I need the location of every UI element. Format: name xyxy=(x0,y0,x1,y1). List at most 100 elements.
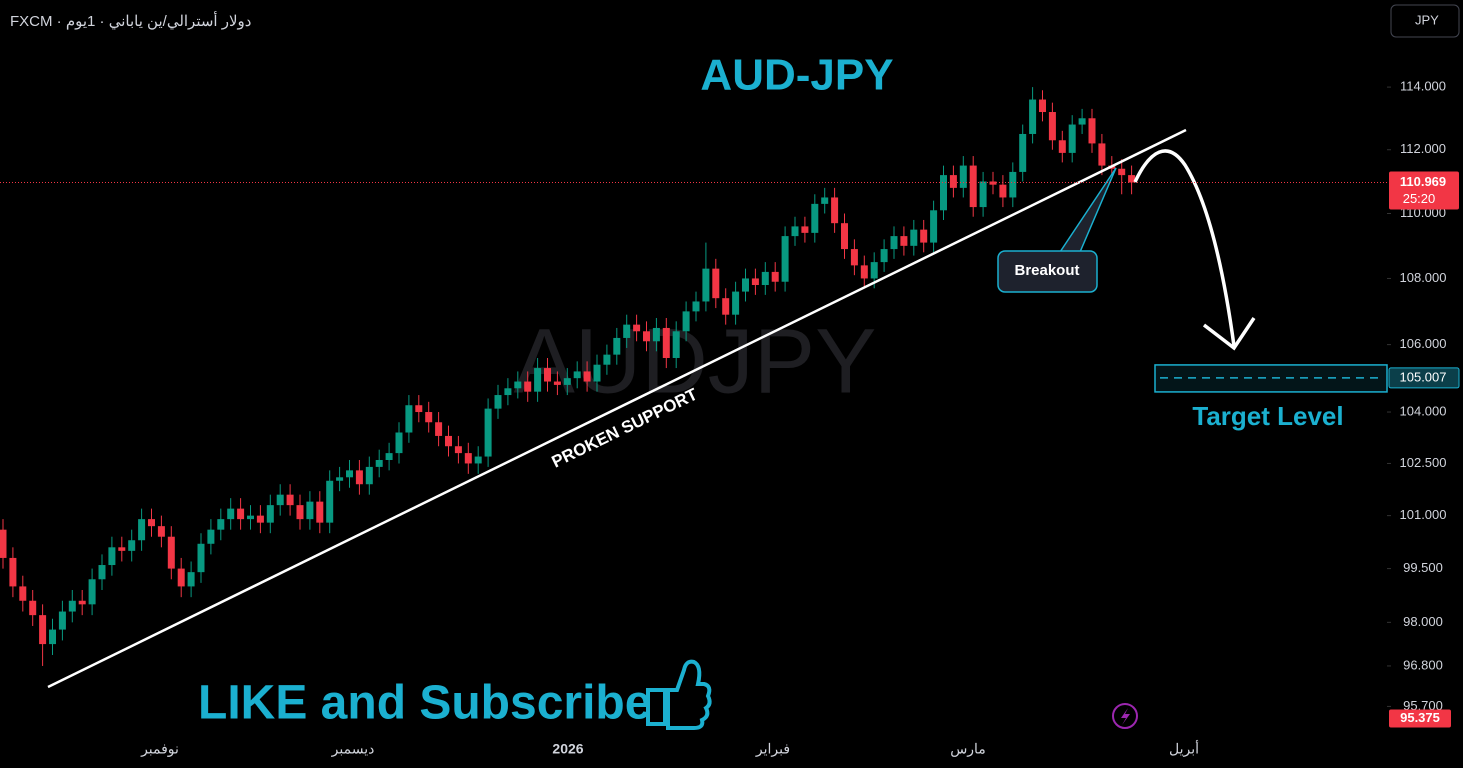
candle-body xyxy=(524,381,532,392)
cta: LIKE and Subscribe xyxy=(198,677,651,730)
candle-body xyxy=(474,456,482,464)
candle-body xyxy=(890,236,898,250)
candle-body xyxy=(751,278,759,286)
flash-icon[interactable] xyxy=(1112,703,1138,729)
candle-body xyxy=(662,327,670,358)
candle-body xyxy=(1019,133,1027,172)
candle-body xyxy=(603,354,611,365)
candle-body xyxy=(1029,99,1037,134)
candle-body xyxy=(365,466,373,485)
candle-body xyxy=(969,165,977,208)
candle-body xyxy=(1118,168,1126,176)
y-tick-label: 102.500 xyxy=(1400,455,1447,470)
candle-body xyxy=(484,408,492,457)
candle-body xyxy=(672,331,680,358)
candle-body xyxy=(563,378,571,385)
candle-body xyxy=(256,515,264,523)
candle-body xyxy=(712,268,720,299)
y-tick-label: 106.000 xyxy=(1400,336,1447,351)
candle-body xyxy=(742,278,749,292)
trend-line xyxy=(47,128,1187,689)
candle-body xyxy=(306,501,314,520)
candle-body xyxy=(722,298,730,315)
candle-body xyxy=(415,405,423,413)
candle-body xyxy=(217,519,225,530)
x-tick-label: ديسمبر xyxy=(331,741,375,758)
candle-body xyxy=(148,519,155,527)
candle-body xyxy=(49,629,56,645)
currency-label: JPY xyxy=(1415,12,1439,27)
candle-body xyxy=(633,324,641,332)
candle-body xyxy=(425,412,433,423)
y-tick-label: 104.000 xyxy=(1400,403,1447,418)
last-price-label: 110.969 xyxy=(1400,174,1446,189)
thumbs-up-icon xyxy=(646,659,712,730)
candle-body xyxy=(831,197,839,224)
candle-body xyxy=(553,381,561,385)
candle-body xyxy=(940,175,947,211)
candle-body xyxy=(504,388,512,396)
y-tick-label: 95.700 xyxy=(1403,698,1443,713)
candle-body xyxy=(0,529,7,558)
candle-body xyxy=(979,181,987,208)
candle-body xyxy=(732,291,740,315)
candle-body xyxy=(791,226,799,237)
candle-body xyxy=(167,536,175,569)
plot xyxy=(0,87,1136,666)
candle-body xyxy=(9,557,17,587)
x-tick-label: مارس xyxy=(950,741,986,758)
candle-body xyxy=(355,470,363,485)
candle-body xyxy=(702,268,710,302)
candle-body xyxy=(128,540,136,551)
candle-body xyxy=(336,477,344,481)
candle-body xyxy=(88,579,96,605)
candle-body xyxy=(405,405,413,433)
candle-body xyxy=(445,435,452,447)
candle-body xyxy=(1039,99,1046,113)
candle-body xyxy=(583,371,591,382)
currency-button[interactable] xyxy=(1390,4,1460,38)
breakout-label: Breakout xyxy=(1014,262,1079,279)
candle-body xyxy=(682,311,690,332)
candle-body xyxy=(573,371,581,379)
candle-body xyxy=(652,327,660,342)
candle-body xyxy=(801,226,809,233)
candle-body xyxy=(870,262,878,279)
candle-body xyxy=(544,368,551,382)
candle-body xyxy=(286,494,294,506)
candle-body xyxy=(157,526,165,537)
candle-body xyxy=(920,229,928,243)
candle-body xyxy=(692,301,700,312)
candle-body xyxy=(534,368,542,392)
candle-body xyxy=(375,459,383,467)
y-tick-label: 99.500 xyxy=(1403,560,1443,575)
candle-body xyxy=(395,432,403,454)
candle-body xyxy=(187,572,195,587)
candle-body xyxy=(197,543,205,573)
arrow-head xyxy=(1202,317,1256,351)
candle-body xyxy=(29,600,37,616)
low-price-label: 95.375 xyxy=(1400,710,1440,725)
candle-body xyxy=(296,505,304,520)
target-label: Target Level xyxy=(1192,401,1343,431)
candle-body xyxy=(771,271,779,282)
countdown: 25:20 xyxy=(1403,191,1436,206)
candle-body xyxy=(1098,143,1106,166)
candle-body xyxy=(108,547,116,566)
candle-body xyxy=(1078,118,1086,125)
candle-body xyxy=(39,615,47,645)
callout-pointer xyxy=(1058,167,1117,253)
candle-body xyxy=(78,600,86,605)
candle-body xyxy=(276,494,284,506)
candle-body xyxy=(930,210,938,243)
candle-body xyxy=(1058,140,1066,153)
candle-body xyxy=(326,480,334,523)
forecast-arrow xyxy=(1133,149,1236,347)
watermark: AUDJPY xyxy=(514,310,877,412)
candle-body xyxy=(841,223,848,250)
candle-body xyxy=(850,249,858,266)
candle-body xyxy=(118,547,126,551)
y-tick-label: 108.000 xyxy=(1400,270,1447,285)
